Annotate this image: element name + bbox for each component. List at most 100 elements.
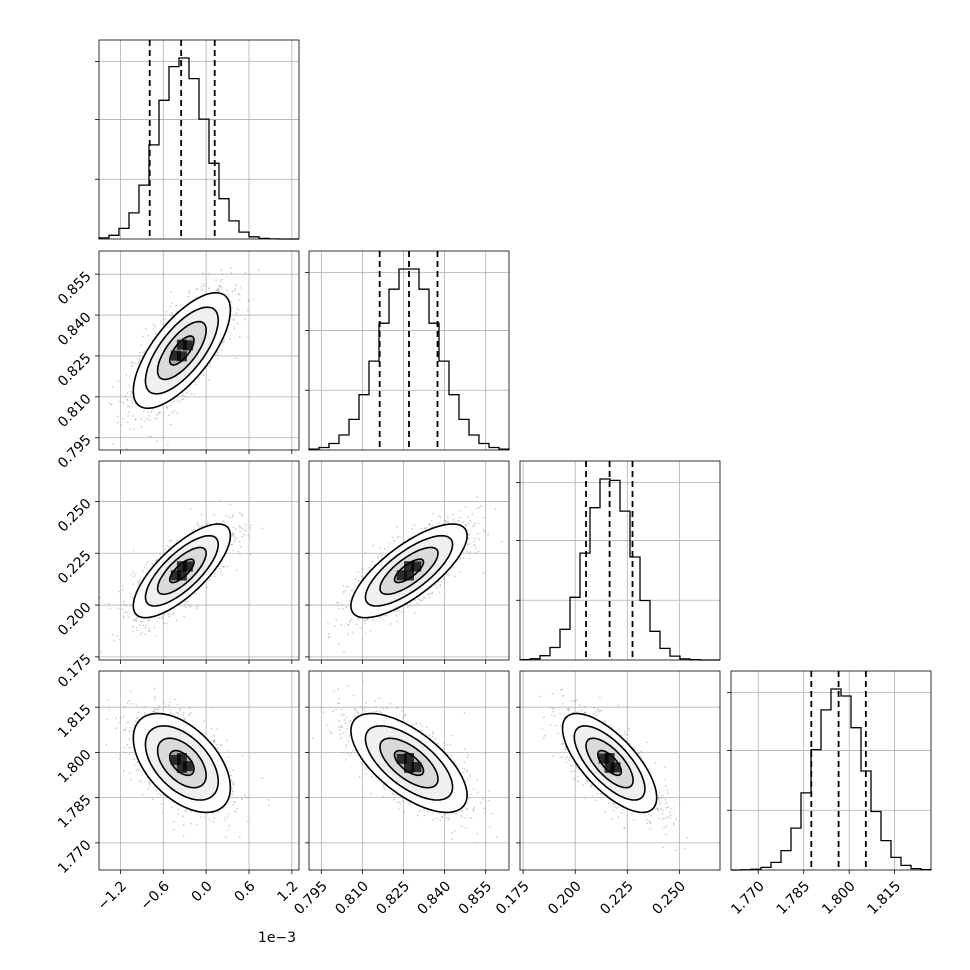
scatter-point bbox=[145, 417, 148, 420]
scatter-point bbox=[185, 600, 187, 603]
scatter-point bbox=[223, 338, 226, 341]
scatter-point bbox=[347, 623, 350, 626]
scatter-point bbox=[172, 611, 175, 614]
density-core bbox=[176, 351, 187, 362]
scatter-point bbox=[428, 596, 431, 599]
scatter-point bbox=[199, 816, 202, 818]
scatter-point bbox=[428, 523, 430, 526]
scatter-point bbox=[253, 298, 255, 300]
scatter-point bbox=[482, 571, 485, 574]
scatter-point bbox=[244, 271, 247, 274]
scatter-point bbox=[237, 293, 240, 295]
panel-3-0 bbox=[98, 670, 300, 871]
scatter-point bbox=[174, 698, 176, 701]
scatter-point bbox=[234, 538, 236, 541]
scatter-point bbox=[349, 621, 352, 624]
scatter-point bbox=[396, 536, 399, 539]
scatter-point bbox=[440, 581, 443, 583]
scatter-point bbox=[169, 305, 172, 307]
scatter-point bbox=[364, 619, 367, 622]
scatter-point bbox=[247, 335, 249, 338]
scatter-point bbox=[135, 617, 138, 620]
scatter-point bbox=[478, 538, 481, 540]
scatter-point bbox=[420, 599, 423, 602]
scatter-point bbox=[132, 583, 135, 586]
scatter-point bbox=[219, 290, 222, 292]
scatter-point bbox=[144, 626, 147, 629]
scatter-point bbox=[182, 835, 185, 838]
scatter-point bbox=[202, 374, 205, 376]
scatter-point bbox=[227, 755, 230, 758]
scatter-point bbox=[494, 508, 497, 510]
scatter-point bbox=[244, 318, 247, 321]
scatter-point bbox=[232, 319, 235, 322]
scatter-point bbox=[464, 524, 467, 526]
scatter-point bbox=[188, 292, 191, 295]
scatter-point bbox=[167, 546, 170, 548]
scatter-point bbox=[135, 720, 137, 723]
scatter-point bbox=[142, 335, 145, 338]
scatter-point bbox=[185, 606, 187, 608]
density-core bbox=[396, 570, 407, 581]
scatter-point bbox=[351, 589, 353, 592]
scatter-point bbox=[429, 523, 431, 526]
scatter-point bbox=[166, 406, 169, 408]
scatter-point bbox=[393, 539, 395, 542]
scatter-point bbox=[474, 547, 477, 550]
scatter-point bbox=[130, 573, 133, 576]
scatter-point bbox=[163, 318, 166, 321]
scatter-point bbox=[431, 592, 433, 595]
scatter-point bbox=[167, 444, 169, 446]
scatter-point bbox=[406, 606, 409, 609]
scatter-point bbox=[446, 516, 449, 519]
density-core bbox=[176, 570, 187, 581]
scatter-point bbox=[432, 512, 434, 515]
scatter-point bbox=[239, 554, 241, 556]
scatter-point bbox=[226, 828, 229, 831]
scatter-point bbox=[218, 284, 220, 287]
scatter-point bbox=[159, 794, 162, 797]
scatter-point bbox=[147, 334, 150, 337]
scatter-point bbox=[172, 713, 175, 716]
scatter-point bbox=[226, 739, 228, 742]
scatter-point bbox=[154, 325, 157, 328]
scatter-point bbox=[343, 650, 345, 653]
scatter-point bbox=[215, 279, 217, 282]
scatter-point bbox=[208, 272, 211, 275]
scatter-point bbox=[476, 496, 479, 498]
scatter-point bbox=[122, 615, 124, 617]
scatter-point bbox=[396, 526, 398, 528]
scatter-point bbox=[143, 566, 146, 568]
scatter-point bbox=[128, 384, 131, 387]
scatter-point bbox=[473, 540, 476, 543]
scatter-point bbox=[459, 557, 462, 559]
scatter-point bbox=[139, 351, 142, 354]
scatter-point bbox=[156, 558, 159, 561]
scatter-point bbox=[359, 626, 362, 629]
scatter-point bbox=[207, 520, 209, 523]
scatter-point bbox=[179, 707, 182, 710]
scatter-point bbox=[465, 524, 467, 527]
density-core bbox=[404, 570, 414, 581]
scatter-point bbox=[129, 690, 132, 692]
scatter-point bbox=[429, 592, 431, 595]
scatter-point bbox=[232, 526, 235, 529]
scatter-point bbox=[121, 417, 124, 420]
scatter-point bbox=[134, 619, 136, 622]
scatter-point bbox=[225, 515, 228, 517]
scatter-point bbox=[181, 394, 184, 397]
scatter-point bbox=[342, 607, 344, 610]
scatter-point bbox=[336, 601, 338, 604]
scatter-point bbox=[184, 396, 187, 398]
scatter-point bbox=[216, 351, 219, 354]
scatter-point bbox=[237, 550, 240, 553]
scatter-point bbox=[220, 269, 223, 272]
scatter-point bbox=[147, 626, 150, 629]
scatter-point bbox=[230, 544, 233, 546]
scatter-point bbox=[473, 544, 476, 546]
scatter-point bbox=[177, 812, 180, 815]
scatter-point bbox=[130, 365, 133, 368]
scatter-point bbox=[228, 824, 231, 827]
scatter-point bbox=[474, 551, 477, 554]
scatter-point bbox=[369, 629, 372, 632]
